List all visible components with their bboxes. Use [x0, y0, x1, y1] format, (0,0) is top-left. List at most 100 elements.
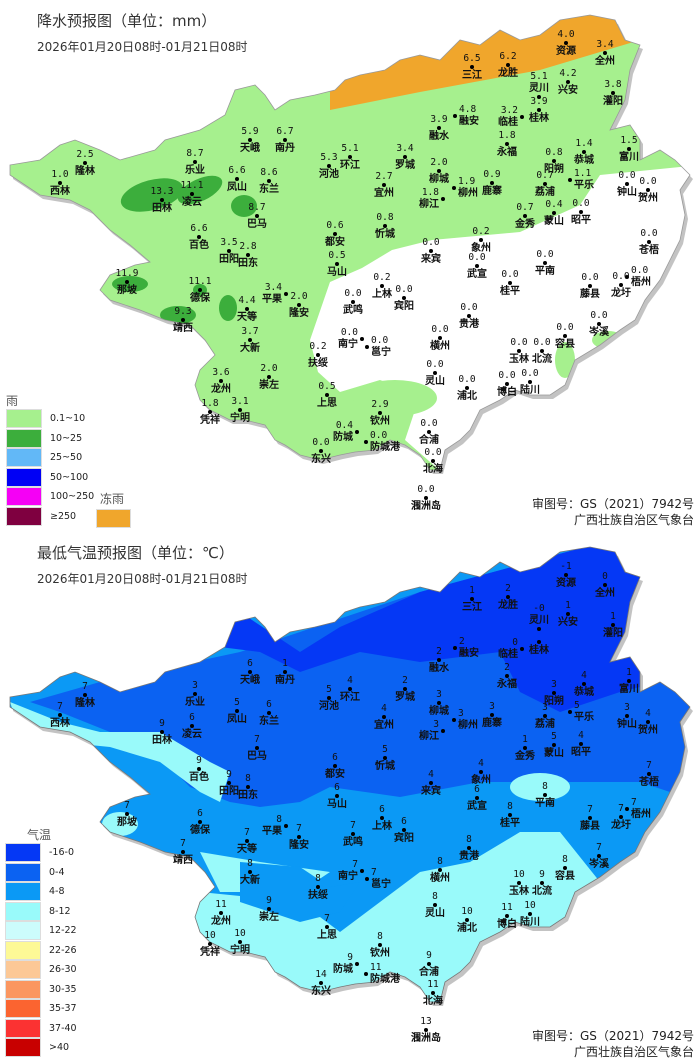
station-name: 天等 [237, 312, 257, 323]
station-name: 田阳 [219, 786, 239, 797]
min-temperature-value: 2 [505, 583, 511, 594]
precipitation-value: 6.6 [190, 223, 208, 234]
station-name: 隆林 [75, 698, 95, 709]
station-dot-icon [433, 371, 437, 375]
station-name: 贺州 [638, 725, 658, 736]
min-temperature-value: 6 [332, 752, 338, 763]
precipitation-value: 6.7 [276, 126, 294, 137]
precipitation-value: 13.3 [150, 186, 174, 197]
station-dot-icon [452, 186, 456, 190]
precipitation-value: 0.4 [335, 420, 353, 431]
station-dot-icon [351, 300, 355, 304]
station-name: 龙圩 [611, 820, 631, 831]
station-dot-icon [125, 280, 129, 284]
station-name: 靖西 [173, 323, 193, 334]
station-dot-icon [427, 962, 431, 966]
precipitation-value: 1.8 [421, 187, 439, 198]
station-name: 平乐 [574, 712, 594, 723]
legend-item: 50~100 [6, 467, 94, 488]
station-name: 扶绥 [308, 890, 328, 901]
min-temperature-value: 13 [420, 1016, 432, 1027]
station-name: 岑溪 [589, 327, 609, 338]
station-dot-icon [333, 232, 337, 236]
station-name: 北海 [423, 464, 443, 475]
station-name: 柳城 [429, 174, 449, 185]
precipitation-value: 0.0 [521, 368, 539, 379]
station-name: 天峨 [240, 143, 260, 154]
station-name: 兴安 [558, 85, 578, 96]
station-dot-icon [429, 781, 433, 785]
station-dot-icon [543, 182, 547, 186]
station-name: 藤县 [580, 289, 600, 300]
precipitation-value: 0.0 [420, 418, 438, 429]
station-name: 浦北 [457, 391, 477, 402]
station-name: 天峨 [240, 675, 260, 686]
station-name: 邕宁 [371, 879, 391, 890]
precipitation-value: 0.8 [376, 212, 394, 223]
station-dot-icon [552, 159, 556, 163]
station-dot-icon [364, 972, 368, 976]
legend-label: 12-22 [49, 925, 77, 937]
station-name: 灵山 [425, 908, 445, 919]
station-dot-icon [248, 338, 252, 342]
station-dot-icon [238, 408, 242, 412]
precipitation-value: 0.9 [483, 169, 501, 180]
station-name: 全州 [595, 56, 615, 67]
station-name: 龙州 [211, 384, 231, 395]
precipitation-value: 3.9 [530, 96, 548, 107]
min-temperature-value: 9 [196, 755, 202, 766]
precipitation-value: 0.0 [344, 288, 362, 299]
min-temperature-value: -0 [533, 603, 545, 614]
station-dot-icon [465, 918, 469, 922]
min-temperature-value: 3 [433, 719, 439, 730]
legend-swatch [5, 999, 41, 1019]
station-dot-icon [520, 647, 524, 651]
station-name: 临桂 [498, 117, 518, 128]
min-temperature-value: 7 [350, 820, 356, 831]
legend-label: 37-40 [49, 1022, 77, 1034]
station-dot-icon [625, 275, 629, 279]
min-temperature-value: 9 [539, 869, 545, 880]
station-name: 东兴 [311, 986, 331, 997]
station-dot-icon [579, 210, 583, 214]
legend-label: 4-8 [49, 886, 65, 898]
legend-item: 4-8 [5, 882, 77, 902]
station-name: 龙胜 [498, 68, 518, 79]
precipitation-value: 0.5 [328, 250, 346, 261]
station-name: 柳州 [458, 188, 478, 199]
station-name: 灌阳 [603, 628, 623, 639]
min-temperature-value: 8 [542, 781, 548, 792]
min-temperature-value: 1 [626, 667, 632, 678]
station-name: 凌云 [182, 729, 202, 740]
station-name: 天等 [237, 844, 257, 855]
station-name: 宁明 [230, 945, 250, 956]
legend-item: -16-0 [5, 843, 77, 863]
precipitation-value: 0.8 [545, 147, 563, 158]
precipitation-value: 0.0 [581, 272, 599, 283]
station-name: 河池 [319, 701, 339, 712]
min-temperature-value: 8 [247, 858, 253, 869]
station-name: 柳江 [419, 731, 439, 742]
station-dot-icon [625, 807, 629, 811]
station-dot-icon [316, 353, 320, 357]
min-temperature-value: 6 [266, 699, 272, 710]
station-name: 大新 [240, 875, 260, 886]
min-temperature-value: 7 [296, 823, 302, 834]
station-dot-icon [378, 943, 382, 947]
legend-title: 气温 [27, 828, 52, 842]
precipitation-value: 4.2 [559, 68, 577, 79]
station-name: 陆川 [520, 385, 540, 396]
legend-label: -16-0 [49, 847, 74, 859]
station-name: 忻城 [375, 229, 395, 240]
station-name: 兴安 [558, 617, 578, 628]
station-name: 灵川 [529, 83, 549, 94]
map-title: 最低气温预报图（单位：℃） [37, 544, 234, 562]
forecast-period: 2026年01月20日08时-01月21日08时 [37, 572, 248, 586]
station-dot-icon [208, 410, 212, 414]
station-name: 横州 [430, 873, 450, 884]
station-name: 上林 [372, 821, 392, 832]
station-dot-icon [437, 658, 441, 662]
station-name: 柳城 [429, 706, 449, 717]
station-name: 蒙山 [544, 748, 564, 759]
station-dot-icon [453, 646, 457, 650]
